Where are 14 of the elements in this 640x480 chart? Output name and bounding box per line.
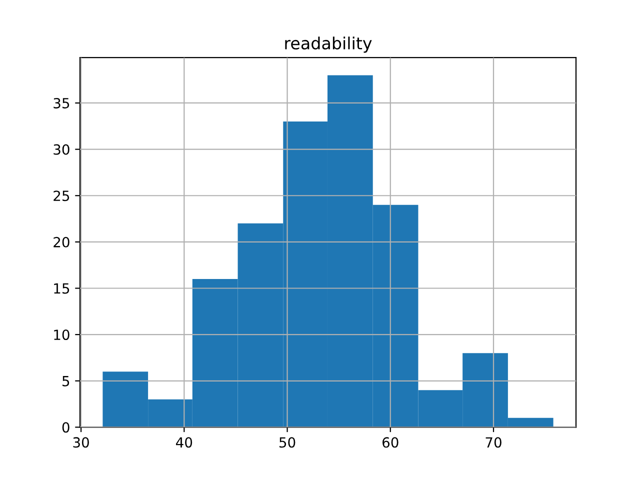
x-tick-label: 50 bbox=[280, 437, 296, 448]
y-tick-label: 10 bbox=[54, 330, 70, 340]
y-tick-label: 30 bbox=[54, 144, 70, 155]
x-tick-label: 40 bbox=[176, 437, 192, 448]
y-tick-label: 15 bbox=[54, 283, 70, 294]
x-tick-label: 30 bbox=[73, 437, 89, 448]
y-tick-label: 0 bbox=[62, 422, 70, 433]
x-tick-label: 60 bbox=[382, 437, 398, 448]
y-tick-label: 5 bbox=[62, 376, 70, 386]
y-tick-label: 25 bbox=[54, 190, 70, 202]
y-tick-label: 35 bbox=[54, 98, 70, 108]
chart-title: readability bbox=[285, 36, 372, 53]
x-tick-label: 70 bbox=[486, 437, 502, 448]
y-tick-label: 20 bbox=[54, 236, 70, 248]
